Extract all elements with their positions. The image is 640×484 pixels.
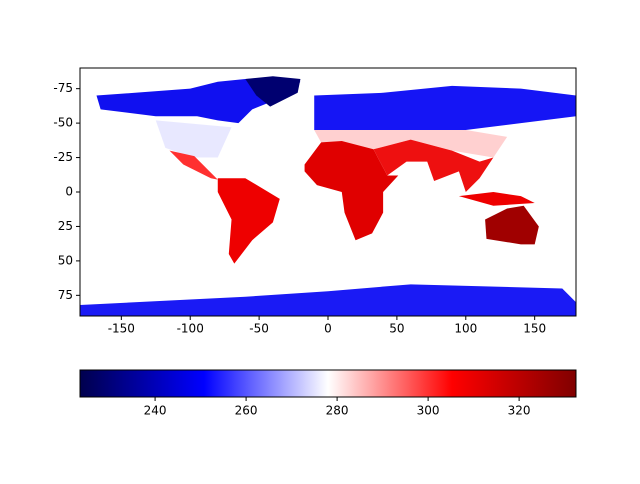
colorbar-tick-label: 260 xyxy=(235,404,258,418)
africa xyxy=(304,141,399,241)
x-tick-label: -100 xyxy=(177,322,204,336)
north-america-mid xyxy=(155,120,232,158)
eurasia-north xyxy=(314,85,576,130)
colorbar xyxy=(79,369,577,398)
x-tick-label: 150 xyxy=(523,322,546,336)
y-tick-label: 75 xyxy=(58,288,73,302)
south-asia xyxy=(373,139,494,192)
south-america xyxy=(217,178,280,264)
y-tick-label: -75 xyxy=(53,81,73,95)
x-tick-label: 100 xyxy=(454,322,477,336)
y-tick-label: 50 xyxy=(58,253,73,267)
x-tick-label: 50 xyxy=(389,322,404,336)
australia xyxy=(485,205,539,245)
x-tick-label: -150 xyxy=(108,322,135,336)
arctic-north-america xyxy=(96,77,301,124)
y-tick-label: 0 xyxy=(65,185,73,199)
y-tick-label: 25 xyxy=(58,219,73,233)
colorbar-tick-label: 300 xyxy=(417,404,440,418)
y-tick-label: -25 xyxy=(53,150,73,164)
colorbar-tick-label: 280 xyxy=(326,404,349,418)
greenland xyxy=(245,76,301,107)
x-tick-label: 0 xyxy=(324,322,332,336)
maritime-asia xyxy=(458,192,535,206)
eurasia-mid xyxy=(314,129,508,158)
y-tick-label: -50 xyxy=(53,116,73,130)
central-america xyxy=(169,150,218,180)
colorbar-tick-label: 320 xyxy=(508,404,531,418)
x-tick-label: -50 xyxy=(249,322,269,336)
map-image xyxy=(80,76,576,316)
colorbar-tick-label: 240 xyxy=(144,404,167,418)
antarctica xyxy=(80,284,576,316)
